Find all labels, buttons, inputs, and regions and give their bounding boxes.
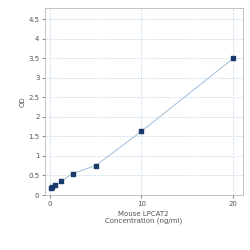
Point bbox=[59, 179, 63, 183]
Point bbox=[49, 186, 53, 190]
Point bbox=[70, 172, 74, 175]
Point bbox=[94, 164, 98, 168]
Point bbox=[53, 183, 57, 187]
Point bbox=[140, 129, 143, 133]
X-axis label: Mouse LPCAT2
Concentration (ng/ml): Mouse LPCAT2 Concentration (ng/ml) bbox=[105, 211, 182, 224]
Point bbox=[50, 185, 54, 189]
Point bbox=[231, 56, 235, 60]
Y-axis label: OD: OD bbox=[20, 96, 26, 106]
